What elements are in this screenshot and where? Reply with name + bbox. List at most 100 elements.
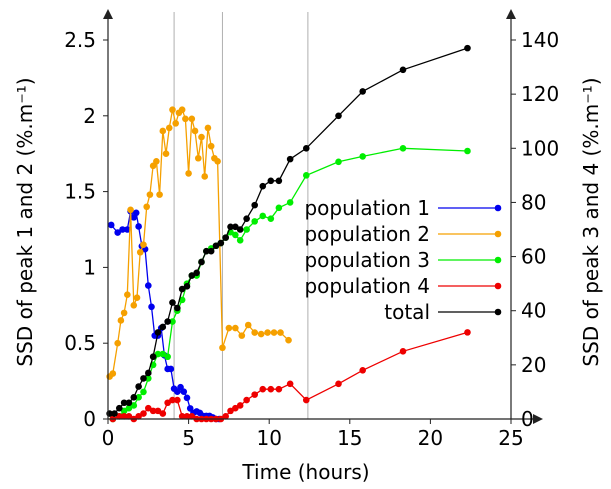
axes — [103, 9, 543, 424]
data-point-population-2 — [225, 324, 233, 332]
x-tick-label: 10 — [256, 426, 281, 450]
x-tick-label: 5 — [182, 426, 195, 450]
data-point-population-4 — [159, 410, 167, 417]
data-point-population-3 — [154, 350, 162, 358]
y-left-tick-label: 2.5 — [64, 28, 96, 52]
data-point-population-3 — [359, 153, 366, 160]
legend-label: population 1 — [304, 196, 430, 220]
data-point-population-3 — [145, 375, 152, 382]
data-point-population-4 — [222, 412, 229, 420]
y-left-tick-label: 1.5 — [64, 180, 96, 204]
data-point-population-2 — [133, 294, 141, 302]
data-point-population-3 — [251, 218, 258, 225]
data-point-population-3 — [399, 144, 407, 152]
data-point-population-3 — [275, 204, 283, 212]
data-point-population-2 — [219, 344, 226, 352]
data-point-population-2 — [127, 206, 134, 214]
data-point-population-2 — [232, 324, 239, 332]
data-point-total — [120, 399, 128, 407]
series-group — [106, 44, 471, 423]
data-point-population-4 — [335, 380, 342, 388]
data-point-population-1 — [180, 388, 188, 396]
data-point-population-3 — [286, 199, 294, 206]
data-point-total — [359, 88, 366, 95]
x-axis-label: Time (hours) — [241, 460, 369, 484]
data-point-total — [302, 144, 310, 152]
data-point-population-2 — [143, 203, 150, 211]
data-point-population-2 — [120, 309, 128, 317]
data-point-total — [125, 399, 133, 407]
data-point-population-2 — [130, 302, 138, 309]
legend-item-population-4: population 4 — [304, 274, 502, 298]
data-point-total — [198, 258, 205, 266]
data-point-population-4 — [251, 391, 258, 398]
data-point-total — [275, 177, 283, 185]
legend-item-population-2: population 2 — [304, 222, 502, 246]
data-point-population-2 — [169, 106, 176, 114]
data-point-population-3 — [267, 215, 275, 222]
legend-label: population 4 — [304, 274, 430, 298]
data-point-population-3 — [236, 237, 244, 244]
data-point-population-3 — [159, 350, 167, 358]
series-line-population-4 — [112, 331, 468, 420]
legend-label: total — [384, 300, 430, 324]
data-point-population-3 — [164, 353, 171, 361]
data-point-population-4 — [125, 412, 133, 420]
x-tick-label: 20 — [418, 426, 443, 450]
data-point-total — [135, 383, 142, 390]
data-point-total — [115, 404, 123, 412]
data-point-population-2 — [257, 330, 265, 338]
data-point-total — [232, 223, 239, 231]
data-point-population-2 — [114, 339, 121, 347]
data-point-population-1 — [114, 229, 121, 236]
data-point-population-2 — [194, 154, 202, 162]
legend-swatch-marker — [494, 256, 502, 264]
data-point-population-4 — [243, 396, 250, 404]
data-point-total — [259, 182, 267, 190]
legend-item-total: total — [384, 300, 502, 324]
data-point-total — [399, 66, 407, 74]
data-point-total — [188, 272, 196, 279]
data-point-population-2 — [214, 157, 221, 165]
data-point-population-3 — [140, 388, 147, 396]
data-point-population-3 — [259, 212, 267, 220]
data-point-population-2 — [172, 120, 180, 127]
data-point-population-3 — [135, 394, 142, 401]
y-left-tick-label: 0 — [83, 407, 96, 431]
data-point-population-1 — [119, 226, 126, 233]
data-point-population-4 — [164, 399, 171, 407]
data-point-population-2 — [198, 133, 205, 141]
data-point-population-3 — [464, 147, 471, 155]
data-point-total — [174, 304, 181, 312]
data-point-population-2 — [165, 124, 173, 132]
data-point-total — [169, 299, 176, 306]
data-point-population-4 — [259, 385, 267, 393]
legend-swatch-marker — [494, 308, 502, 316]
data-point-population-2 — [140, 241, 147, 248]
data-point-total — [286, 155, 294, 163]
data-point-population-1 — [148, 303, 155, 311]
data-point-population-4 — [232, 404, 239, 412]
y-right-tick-label: 40 — [521, 299, 546, 323]
data-point-population-1 — [135, 223, 142, 230]
data-point-population-3 — [130, 402, 138, 409]
y-right-tick-label: 140 — [521, 28, 559, 52]
data-point-population-2 — [117, 317, 125, 324]
data-point-population-4 — [188, 412, 196, 420]
legend-item-population-3: population 3 — [304, 248, 502, 272]
data-point-total — [193, 269, 200, 277]
data-point-total — [236, 226, 244, 233]
data-point-total — [111, 410, 118, 417]
data-point-population-2 — [201, 173, 209, 180]
data-point-total — [154, 329, 162, 336]
data-point-total — [164, 318, 171, 325]
data-point-population-2 — [244, 321, 252, 329]
data-point-population-2 — [153, 157, 160, 165]
legend-label: population 3 — [304, 248, 430, 272]
data-point-population-4 — [227, 407, 234, 415]
data-point-total — [464, 44, 471, 52]
series-line-population-1 — [110, 209, 220, 420]
data-point-population-4 — [135, 412, 142, 420]
data-point-total — [227, 223, 234, 231]
